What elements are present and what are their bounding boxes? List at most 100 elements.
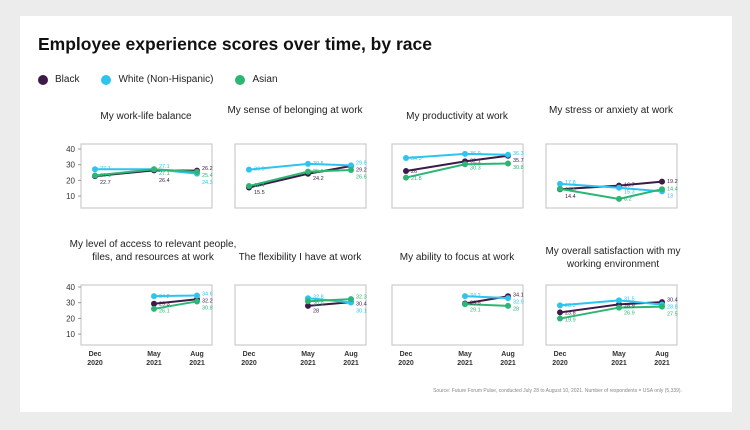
data-point: [557, 302, 563, 309]
x-tick-label: May 2021: [611, 351, 627, 367]
data-label: 13: [667, 193, 673, 199]
y-tick-label: 10: [66, 192, 75, 201]
y-tick-label: 20: [66, 176, 75, 185]
data-label: 16.4: [254, 183, 265, 189]
chart-title: The flexibility I have at work: [238, 252, 362, 263]
data-point: [616, 184, 622, 191]
source-note: Source: Future Forum Pulse, conducted Ju…: [433, 388, 682, 394]
x-tick-label: Aug 2021: [654, 351, 670, 367]
data-label: 26.9: [254, 167, 265, 173]
data-label: 22.7: [100, 180, 111, 186]
data-label: 36.3: [513, 151, 524, 157]
data-point: [616, 297, 622, 304]
data-label: 28: [513, 307, 519, 313]
data-label: 26.2: [202, 166, 213, 172]
data-point: [92, 172, 98, 179]
x-tick-label: Aug 2021: [500, 351, 516, 367]
data-label: 26: [411, 169, 417, 175]
data-point: [348, 167, 354, 174]
data-label: 19.2: [667, 179, 678, 185]
data-point: [462, 293, 468, 300]
plot-frame: [391, 284, 524, 346]
data-label: 28.8: [667, 305, 678, 311]
data-label: 26.4: [159, 178, 170, 184]
data-point: [151, 293, 157, 300]
x-tick-label: May 2021: [146, 351, 162, 367]
y-tick-label: 20: [66, 314, 75, 323]
data-point: [557, 180, 563, 187]
chart-panel: Dec 2020 May 2021 Aug 2021 32.830.928 32.330.43…: [234, 284, 367, 367]
data-label: 21.8: [411, 176, 422, 182]
chart-panel: 1020304027.123.122.727.127.126.426.225.4…: [66, 143, 213, 209]
data-label: 8.2: [624, 197, 632, 203]
data-point: [151, 305, 157, 312]
y-tick-label: 30: [66, 161, 75, 170]
legend-swatch: [101, 74, 112, 85]
data-point: [462, 301, 468, 308]
legend-item-white: White (Non-Hispanic): [101, 74, 213, 85]
data-label: 28: [313, 309, 319, 315]
data-point: [194, 168, 200, 175]
data-point: [246, 183, 252, 190]
chart-panel: 10 20 30 40 Dec 2020 May 2021 Aug 2021 34.229.326.…: [66, 283, 213, 367]
data-label: 23.1: [100, 173, 111, 179]
data-point: [194, 298, 200, 305]
data-label: 30.1: [356, 309, 367, 315]
data-point: [403, 167, 409, 174]
data-point: [305, 168, 311, 175]
data-label: 24.2: [313, 176, 324, 182]
chart-title: My work-life balance: [100, 111, 192, 122]
x-tick-label: Aug 2021: [189, 351, 205, 367]
data-point: [305, 160, 311, 167]
data-label: 30.8: [513, 165, 524, 171]
y-tick-label: 40: [66, 145, 75, 154]
data-label: 34.1: [513, 293, 524, 299]
data-label: 35.7: [513, 158, 524, 164]
data-label: 16.7: [624, 183, 635, 189]
chart-title: My productivity at work: [406, 111, 508, 122]
data-label: 27.1: [159, 164, 170, 170]
x-tick-label: Dec 2020: [552, 351, 568, 367]
data-label: 26.1: [159, 308, 170, 314]
legend: Black White (Non-Hispanic) Asian: [38, 74, 278, 85]
chart-panel: 26.9 16.415.5 30.5 25.624.2 29.629.226.6: [234, 143, 367, 209]
data-label: 32.3: [356, 295, 367, 301]
data-point: [462, 161, 468, 168]
data-label: 23.8: [565, 310, 576, 316]
data-point: [348, 162, 354, 169]
data-label: 30.8: [202, 306, 213, 312]
chart-panel: 17.814.614.416.715.38.219.214.413: [545, 143, 678, 209]
data-point: [616, 195, 622, 202]
chart-panel: Dec 2020 May 2021 Aug 2021 34.229.529.1 34.132.…: [391, 284, 524, 367]
data-label: 15.5: [254, 190, 265, 196]
data-point: [505, 295, 511, 302]
chart-title: My overall satisfaction with my working …: [545, 246, 681, 270]
data-label: 27.1: [100, 166, 111, 172]
data-point: [505, 151, 511, 158]
series-line-black: [153, 298, 198, 305]
data-label: 28.9: [624, 304, 635, 310]
data-label: 17.8: [565, 180, 576, 186]
data-point: [194, 292, 200, 299]
legend-label: White (Non-Hispanic): [118, 74, 214, 85]
x-tick-label: Aug 2021: [343, 351, 359, 367]
data-label: 30.9: [313, 302, 324, 308]
chart-card: [20, 16, 732, 412]
chart-title: My sense of belonging at work: [227, 105, 363, 116]
data-point: [403, 174, 409, 181]
data-label: 30.5: [313, 161, 324, 167]
legend-item-black: Black: [38, 74, 79, 85]
series-line-asian: [464, 303, 509, 307]
data-point: [505, 302, 511, 309]
data-label: 24.3: [202, 180, 213, 186]
data-label: 14.4: [667, 186, 678, 192]
data-label: 27.5: [667, 312, 678, 318]
data-point: [659, 178, 665, 185]
y-tick-label: 30: [66, 299, 75, 308]
data-label: 29.3: [159, 301, 170, 307]
chart-title: My ability to focus at work: [399, 252, 515, 263]
data-label: 29.6: [356, 161, 367, 167]
data-point: [305, 298, 311, 305]
data-point: [246, 166, 252, 173]
